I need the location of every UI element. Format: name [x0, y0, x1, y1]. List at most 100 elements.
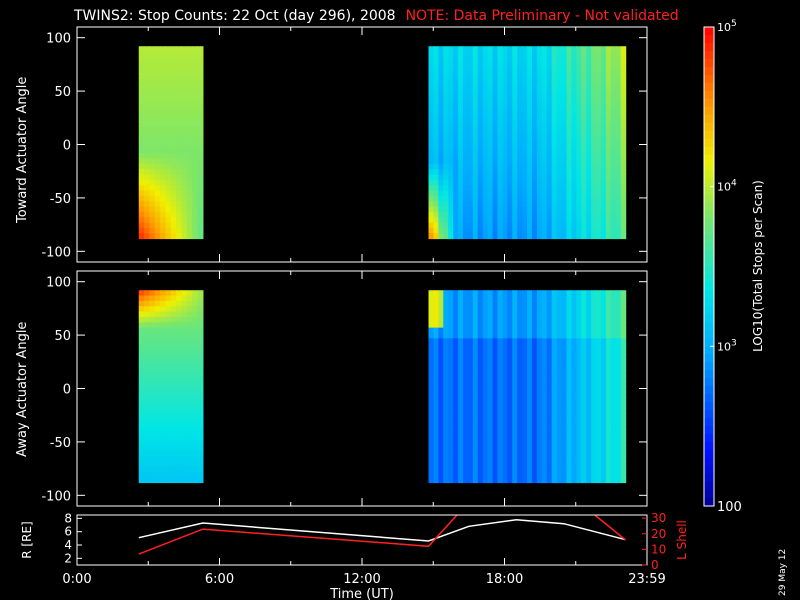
heatmap-cell — [482, 439, 489, 446]
heatmap-cell — [561, 94, 568, 101]
heatmap-cell — [556, 83, 563, 90]
heatmap-cell — [186, 359, 193, 366]
heatmap-cell — [428, 46, 435, 53]
heatmap-cell — [576, 222, 582, 229]
heatmap-cell — [531, 104, 538, 111]
heatmap-cell — [502, 179, 508, 186]
colorbar-swatch — [704, 466, 714, 475]
heatmap-cell — [492, 423, 499, 430]
heatmap-cell — [536, 327, 543, 334]
heatmap-cell — [165, 391, 172, 398]
heatmap-cell — [443, 300, 449, 307]
heatmap-cell — [536, 121, 543, 127]
heatmap-cell — [154, 461, 161, 468]
heatmap-cell — [571, 233, 577, 240]
heatmap-cell — [165, 455, 172, 462]
heatmap-cell — [610, 174, 617, 181]
heatmap-cell — [546, 375, 553, 382]
heatmap-cell — [497, 227, 504, 234]
heatmap-cell — [576, 99, 582, 106]
heatmap-cell — [154, 190, 161, 197]
heatmap-cell — [620, 115, 627, 122]
colorbar-swatch — [704, 162, 714, 172]
heatmap-cell — [154, 322, 161, 329]
heatmap-cell — [487, 455, 494, 462]
heatmap-cell — [556, 290, 563, 297]
heatmap-cell — [433, 461, 439, 468]
heatmap-cell — [576, 211, 582, 218]
heatmap-cell — [546, 429, 553, 436]
heatmap-cell — [497, 343, 504, 350]
heatmap-cell — [428, 163, 435, 170]
heatmap-cell — [477, 370, 484, 377]
heatmap-cell — [502, 402, 508, 409]
heatmap-cell — [536, 445, 543, 452]
heatmap-cell — [591, 434, 597, 441]
heatmap-cell — [551, 153, 558, 159]
heatmap-cell — [497, 185, 504, 192]
heatmap-cell — [443, 104, 449, 111]
heatmap-cell — [566, 142, 573, 149]
heatmap-cell — [551, 466, 558, 473]
heatmap-cell — [154, 222, 161, 229]
heatmap-cell — [176, 370, 183, 377]
heatmap-cell — [615, 233, 622, 240]
heatmap-cell — [586, 201, 592, 208]
heatmap-cell — [507, 88, 513, 95]
heatmap-cell — [512, 381, 518, 387]
heatmap-cell — [522, 169, 528, 176]
heatmap-cell — [160, 179, 167, 186]
heatmap-cell — [605, 461, 612, 468]
heatmap-cell — [438, 461, 444, 468]
heatmap-cell — [186, 233, 193, 240]
heatmap-cell — [443, 429, 449, 436]
heatmap-cell — [610, 222, 617, 229]
heatmap-cell — [467, 471, 474, 478]
heatmap-cell — [144, 67, 151, 74]
heatmap-cell — [170, 46, 177, 53]
heatmap-cell — [428, 67, 435, 74]
heatmap-cell — [581, 88, 587, 95]
heatmap-cell — [197, 338, 204, 345]
heatmap-cell — [541, 195, 548, 202]
heatmap-cell — [517, 316, 523, 323]
heatmap-cell — [527, 195, 533, 202]
heatmap-cell — [160, 290, 167, 297]
heatmap-cell — [591, 407, 597, 414]
heatmap-cell — [165, 429, 172, 436]
heatmap-cell — [541, 386, 548, 393]
heatmap-cell — [438, 386, 444, 393]
heatmap-cell — [546, 391, 553, 398]
heatmap-cell — [615, 222, 622, 229]
heatmap-cell — [556, 88, 563, 95]
colorbar-swatch — [704, 346, 714, 355]
heatmap-cell — [551, 338, 558, 345]
heatmap-cell — [453, 413, 459, 420]
heatmap-cell — [551, 413, 558, 420]
heatmap-cell — [615, 62, 622, 69]
heatmap-cell — [605, 51, 612, 58]
heatmap-cell — [492, 439, 499, 446]
heatmap-cell — [596, 83, 602, 90]
heatmap-cell — [487, 233, 494, 240]
heatmap-cell — [144, 450, 151, 457]
heatmap-cell — [467, 450, 474, 457]
heatmap-cell — [522, 174, 528, 181]
heatmap-cell — [443, 306, 449, 313]
heatmap-cell — [531, 126, 538, 133]
heatmap-cell — [170, 99, 177, 106]
heatmap-cell — [536, 413, 543, 420]
heatmap-cell — [591, 445, 597, 452]
heatmap-cell — [596, 359, 602, 366]
heatmap-cell — [605, 62, 612, 69]
heatmap-cell — [546, 455, 553, 462]
heatmap-cell — [512, 450, 518, 457]
heatmap-cell — [149, 174, 156, 181]
heatmap-cell — [536, 375, 543, 382]
heatmap-cell — [154, 46, 161, 53]
heatmap-cell — [453, 46, 459, 53]
heatmap-cell — [586, 391, 592, 398]
heatmap-cell — [517, 391, 523, 398]
heatmap-cell — [467, 359, 474, 366]
heatmap-cell — [181, 67, 188, 74]
